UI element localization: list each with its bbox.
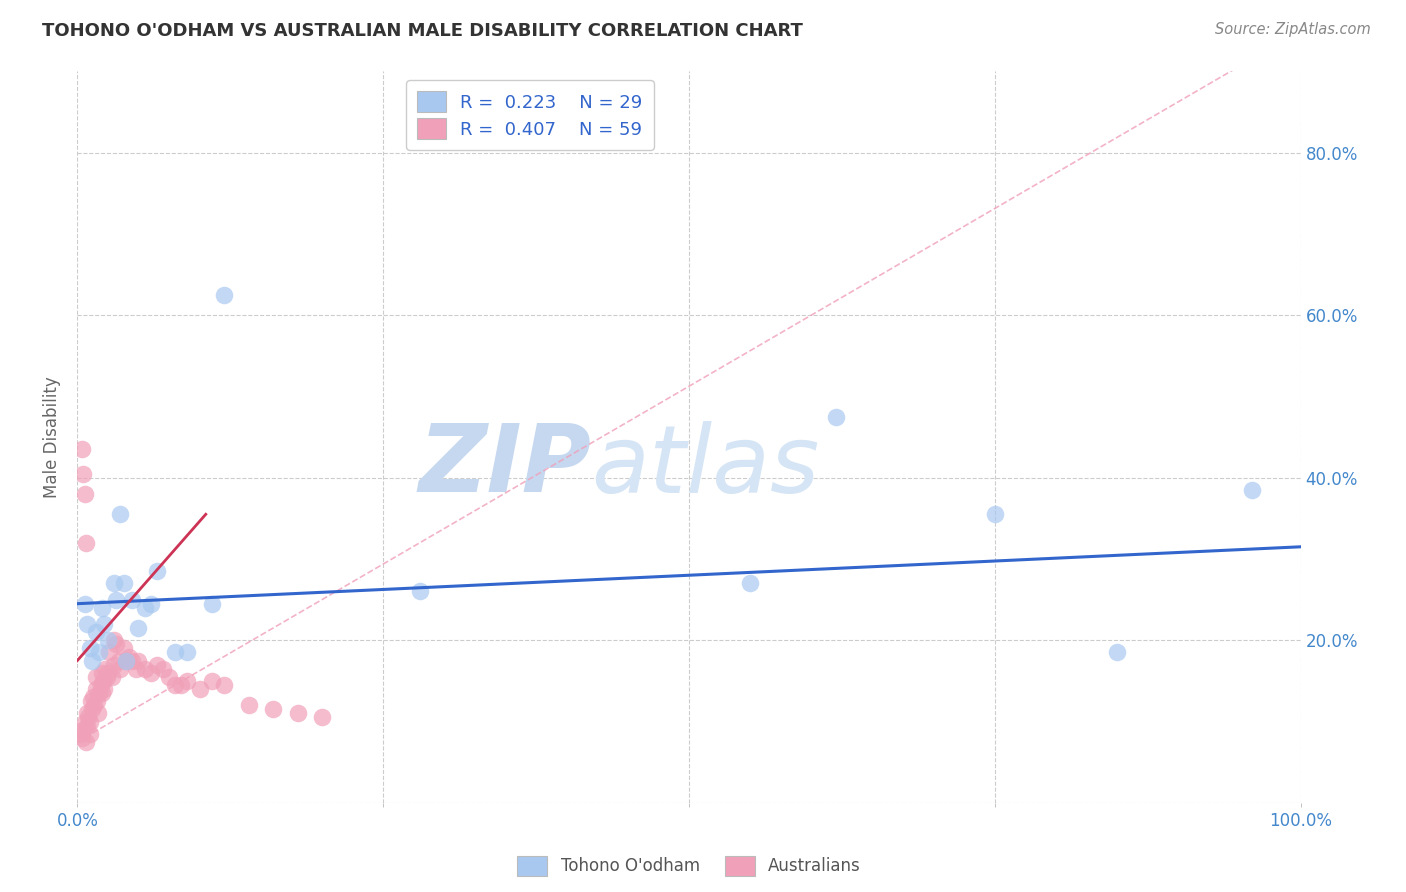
Point — [128, 621, 150, 635]
Point — [238, 698, 260, 713]
Point — [84, 625, 107, 640]
Point — [139, 597, 162, 611]
Point — [86, 694, 108, 708]
Point — [170, 678, 193, 692]
Point — [84, 670, 107, 684]
Point — [112, 576, 135, 591]
Point — [824, 409, 846, 424]
Point — [128, 654, 150, 668]
Point — [75, 535, 97, 549]
Point — [97, 665, 120, 680]
Point — [103, 576, 125, 591]
Point — [93, 681, 115, 696]
Point — [740, 576, 762, 591]
Point — [125, 662, 148, 676]
Point — [73, 714, 96, 729]
Point — [201, 673, 224, 688]
Point — [212, 288, 235, 302]
Point — [80, 702, 103, 716]
Point — [1240, 483, 1263, 497]
Point — [79, 727, 101, 741]
Point — [100, 670, 122, 684]
Point — [72, 723, 94, 737]
Point — [262, 702, 284, 716]
Point — [212, 678, 235, 692]
Point — [90, 665, 112, 680]
Point — [98, 645, 121, 659]
Text: Source: ZipAtlas.com: Source: ZipAtlas.com — [1215, 22, 1371, 37]
Point — [75, 735, 97, 749]
Point — [89, 686, 111, 700]
Point — [84, 681, 107, 696]
Point — [96, 670, 118, 684]
Point — [76, 706, 98, 721]
Point — [152, 662, 174, 676]
Point — [146, 564, 169, 578]
Point — [176, 673, 198, 688]
Point — [103, 657, 125, 672]
Point — [112, 641, 135, 656]
Point — [80, 694, 103, 708]
Text: ZIP: ZIP — [418, 420, 591, 512]
Point — [97, 633, 120, 648]
Point — [201, 597, 224, 611]
Legend: Tohono O'odham, Australians: Tohono O'odham, Australians — [510, 850, 868, 882]
Text: TOHONO O'ODHAM VS AUSTRALIAN MALE DISABILITY CORRELATION CHART: TOHONO O'ODHAM VS AUSTRALIAN MALE DISABI… — [42, 22, 803, 40]
Point — [90, 686, 112, 700]
Point — [165, 645, 187, 659]
Point — [87, 706, 110, 721]
Point — [146, 657, 169, 672]
Point — [105, 592, 128, 607]
Point — [287, 706, 309, 721]
Point — [311, 710, 333, 724]
Point — [176, 645, 198, 659]
Point — [80, 654, 103, 668]
Point — [91, 673, 114, 688]
Point — [70, 727, 93, 741]
Point — [108, 654, 131, 668]
Point — [94, 662, 117, 676]
Point — [89, 645, 111, 659]
Point — [76, 617, 98, 632]
Point — [108, 662, 131, 676]
Point — [1107, 645, 1129, 659]
Text: atlas: atlas — [591, 421, 820, 512]
Point — [134, 662, 156, 676]
Point — [118, 649, 141, 664]
Point — [83, 698, 105, 713]
Y-axis label: Male Disability: Male Disability — [44, 376, 62, 498]
Point — [139, 665, 162, 680]
Point — [157, 670, 180, 684]
Point — [90, 600, 112, 615]
Point — [82, 690, 104, 705]
Point — [79, 714, 101, 729]
Point — [93, 617, 115, 632]
Point — [188, 681, 211, 696]
Point — [121, 592, 143, 607]
Point — [76, 718, 98, 732]
Point — [115, 654, 138, 668]
Point — [108, 508, 131, 522]
Point — [73, 597, 96, 611]
Point — [105, 637, 128, 651]
Point — [103, 633, 125, 648]
Point — [121, 654, 143, 668]
Point — [77, 710, 100, 724]
Point — [409, 584, 432, 599]
Point — [165, 678, 187, 692]
Point — [70, 442, 93, 457]
Point — [984, 508, 1007, 522]
Point — [134, 600, 156, 615]
Point — [73, 487, 96, 501]
Point — [115, 654, 138, 668]
Point — [72, 467, 94, 481]
Point — [79, 641, 101, 656]
Point — [90, 678, 112, 692]
Point — [70, 731, 93, 745]
